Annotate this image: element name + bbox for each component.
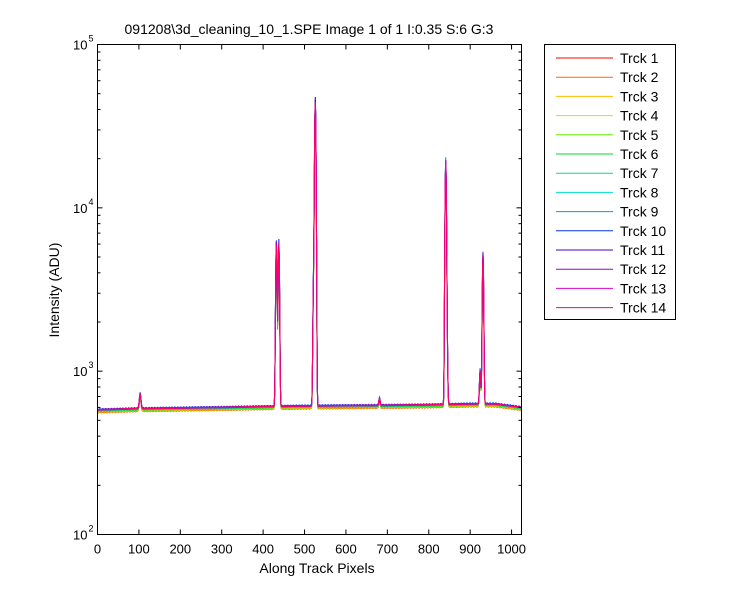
x-axis-ticks: 0 100 200 300 400 500 600 700 800 900 1000 <box>94 44 526 557</box>
series-line <box>97 105 522 413</box>
legend-label: Trck 3 <box>620 88 659 104</box>
series-line <box>97 115 522 414</box>
traces <box>97 97 522 414</box>
series-line <box>97 97 522 411</box>
y-tick-label: 10 <box>73 38 87 53</box>
series-line <box>97 111 522 413</box>
x-tick-label: 900 <box>459 542 481 557</box>
x-tick-label: 300 <box>211 542 233 557</box>
x-tick-label: 200 <box>169 542 191 557</box>
legend-label: Trck 5 <box>620 127 659 143</box>
legend-label: Trck 11 <box>620 242 665 258</box>
legend-label: Trck 4 <box>620 108 659 124</box>
series-line <box>97 99 522 411</box>
x-tick-label: 600 <box>335 542 357 557</box>
y-tick-exponent: 3 <box>89 360 94 370</box>
series-line <box>97 106 522 413</box>
y-axis-label: Intensity (ADU) <box>46 243 62 338</box>
legend-label: Trck 8 <box>620 184 659 200</box>
legend: Trck 1 Trck 2 Trck 3 Trck 4 Trck 5 Trck 6 Trck… <box>544 44 676 320</box>
legend-label: Trck 9 <box>620 204 659 220</box>
series-line <box>97 102 522 411</box>
series-line <box>97 101 522 412</box>
y-tick-exponent: 5 <box>89 34 94 44</box>
x-tick-label: 0 <box>94 542 101 557</box>
x-axis-label: Along Track Pixels <box>259 560 374 576</box>
legend-label: Trck 10 <box>620 223 666 239</box>
legend-label: Trck 12 <box>620 261 666 277</box>
y-tick-label: 10 <box>73 528 87 543</box>
y-tick-label: 10 <box>73 364 87 379</box>
plot-area-frame <box>97 44 522 535</box>
x-tick-label: 800 <box>418 542 440 557</box>
legend-box <box>544 44 676 320</box>
legend-label: Trck 13 <box>620 280 666 296</box>
legend-label: Trck 6 <box>620 146 659 162</box>
series-line <box>97 105 522 412</box>
series-line <box>97 105 522 413</box>
x-tick-label: 100 <box>128 542 150 557</box>
y-tick-label: 10 <box>73 201 87 216</box>
series-line <box>97 101 522 411</box>
x-tick-label: 700 <box>376 542 398 557</box>
y-tick-exponent: 2 <box>89 524 94 534</box>
x-tick-label: 1000 <box>497 542 526 557</box>
y-tick-exponent: 4 <box>89 197 94 207</box>
series-line <box>97 101 522 411</box>
legend-label: Trck 1 <box>620 50 659 66</box>
legend-label: Trck 7 <box>620 165 659 181</box>
x-tick-label: 500 <box>294 542 316 557</box>
x-tick-label: 400 <box>252 542 274 557</box>
legend-label: Trck 14 <box>620 300 666 316</box>
series-line <box>97 105 522 411</box>
legend-label: Trck 2 <box>620 69 659 85</box>
series-line <box>97 99 522 411</box>
chart-title: 091208\3d_cleaning_10_1.SPE Image 1 of 1… <box>125 21 494 37</box>
